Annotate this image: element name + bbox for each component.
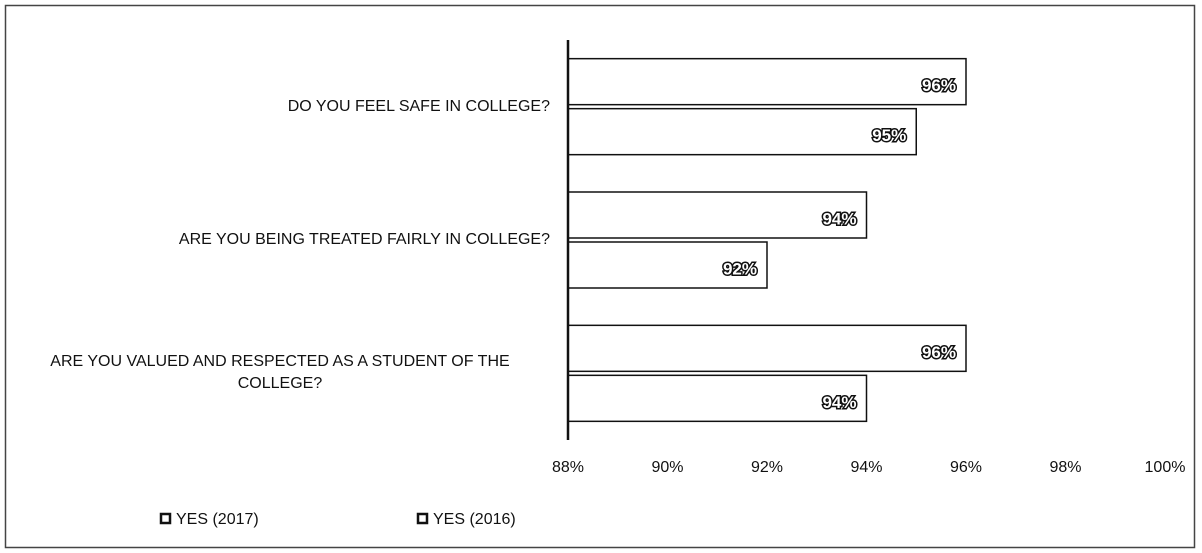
bar (567, 107, 917, 156)
x-tick-label: 100% (1145, 459, 1186, 476)
x-tick-label: 98% (1049, 459, 1081, 476)
bar (567, 57, 967, 106)
data-label: 92% (723, 259, 757, 278)
x-tick-label: 88% (552, 459, 584, 476)
legend-marker (159, 512, 172, 525)
x-tick-label: 90% (651, 459, 683, 476)
bar (567, 374, 868, 423)
data-label: 94% (822, 393, 856, 412)
x-tick-label: 92% (751, 459, 783, 476)
legend-label: YES (2017) (176, 511, 259, 528)
x-tick-label: 94% (850, 459, 882, 476)
y-tick-label: ARE YOU VALUED AND RESPECTED AS A STUDEN… (50, 353, 510, 393)
data-label: 94% (822, 209, 856, 228)
bar (567, 191, 868, 239)
y-tick-label: ARE YOU BEING TREATED FAIRLY IN COLLEGE? (178, 231, 550, 248)
legend-marker (416, 512, 429, 525)
bar (567, 241, 768, 289)
x-tick-label: 96% (950, 459, 982, 476)
data-label: 95% (872, 126, 906, 145)
legend-label: YES (2016) (433, 511, 516, 528)
frame (4, 4, 1196, 549)
data-label: 96% (922, 76, 956, 95)
bar (567, 324, 967, 373)
data-label: 96% (922, 343, 956, 362)
y-tick-label: DO YOU FEEL SAFE IN COLLEGE? (287, 97, 550, 115)
